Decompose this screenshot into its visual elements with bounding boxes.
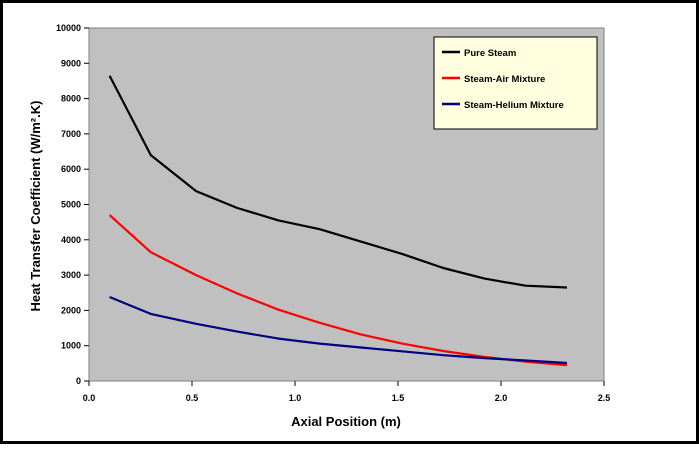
legend-items: Pure Steam Steam-Air Mixture Steam-Helium …	[442, 48, 564, 111]
series-lines	[108, 75, 567, 367]
y-tick-label: 3000	[61, 270, 81, 280]
x-axis-ticks: 0.0 0.5 1.0 1.5 2.0 2.5	[83, 381, 611, 403]
y-tick-label: 1000	[61, 341, 81, 351]
legend: Pure Steam Steam-Air Mixture Steam-Helium …	[433, 36, 598, 130]
x-tick-label: 2.5	[598, 393, 611, 403]
x-tick-label: 1.5	[392, 393, 405, 403]
legend-box	[433, 36, 598, 130]
y-tick-label: 6000	[61, 164, 81, 174]
y-tick-label: 8000	[61, 94, 81, 104]
y-axis-ticks: 0 1000 2000 3000 4000 5000 6000 7000 8000 9000 100…	[56, 23, 89, 386]
x-tick-label: 0.5	[186, 393, 199, 403]
y-tick-label: 9000	[61, 58, 81, 68]
series-line-2	[109, 295, 567, 365]
y-tick-label: 5000	[61, 200, 81, 210]
legend-label-2: Steam-Helium Mixture	[464, 100, 564, 111]
series-line-0	[108, 75, 567, 289]
y-tick-label: 10000	[56, 23, 81, 33]
y-tick-label: 7000	[61, 129, 81, 139]
y-tick-label: 2000	[61, 305, 81, 315]
y-axis-label: Heat Transfer Coefficient (W/m².K)	[28, 101, 43, 312]
legend-label-1: Steam-Air Mixture	[464, 74, 545, 85]
x-axis-label: Axial Position (m)	[291, 414, 401, 429]
y-tick-label: 4000	[61, 235, 81, 245]
x-tick-label: 0.0	[83, 393, 96, 403]
x-tick-label: 1.0	[289, 393, 302, 403]
legend-label-0: Pure Steam	[464, 48, 516, 59]
x-tick-label: 2.0	[495, 393, 508, 403]
y-tick-label: 0	[76, 376, 81, 386]
